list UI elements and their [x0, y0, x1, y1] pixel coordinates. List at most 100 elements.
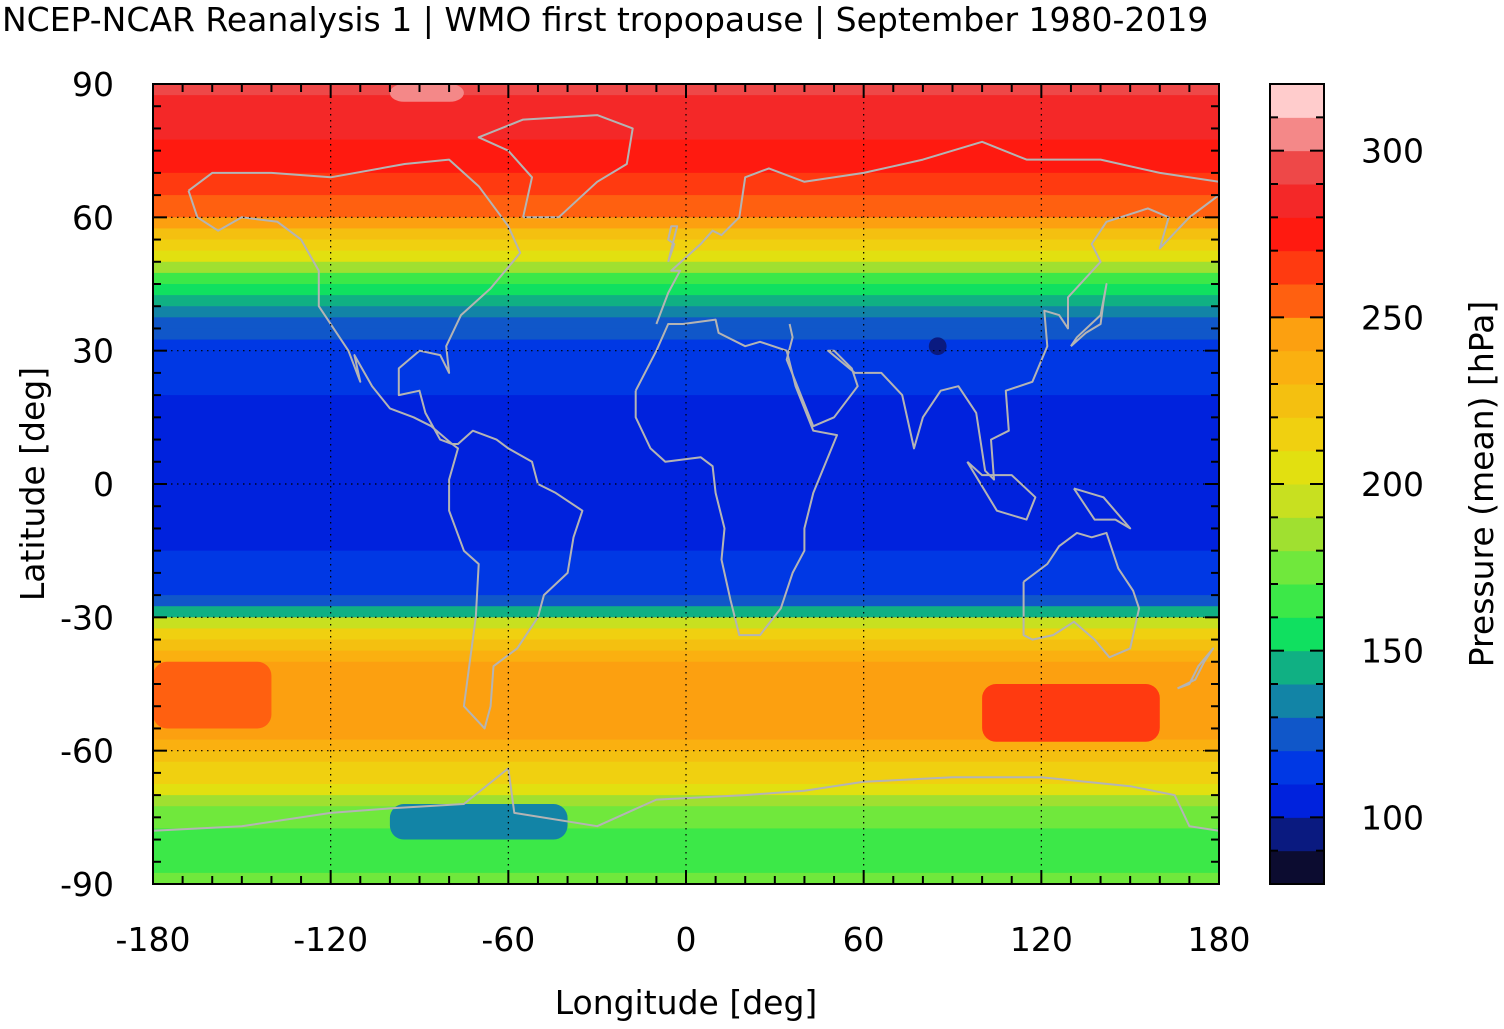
pressure-band: [153, 861, 1219, 874]
chart-title: NCEP-NCAR Reanalysis 1 | WMO first tropo…: [2, 0, 1209, 39]
colorbar-tick-labels: 300 250 200 150 100: [1361, 132, 1424, 838]
pressure-band: [153, 117, 1219, 130]
x-tick-label: 180: [1188, 920, 1251, 959]
colorbar-swatch: [1270, 750, 1324, 785]
colorbar-tick-label: 100: [1361, 798, 1424, 837]
coastline: [667, 225, 679, 263]
colorbar-swatch: [1270, 184, 1324, 218]
grid-lines: [153, 84, 1219, 884]
pressure-band: [153, 395, 1219, 407]
pressure-band: [153, 472, 1219, 485]
x-tick-label: 0: [676, 920, 697, 959]
colorbar-swatch: [1270, 317, 1324, 352]
pressure-band: [153, 417, 1219, 430]
pressure-band: [153, 161, 1219, 174]
colorbar-swatch: [1270, 850, 1324, 885]
pressure-band: [153, 484, 1219, 496]
coastline: [1177, 647, 1215, 690]
pressure-band: [153, 495, 1219, 507]
colorbar-swatch: [1270, 84, 1324, 118]
coastline: [634, 318, 838, 637]
colorbar-swatch: [1270, 684, 1324, 718]
y-tick-label: -60: [60, 732, 114, 771]
pressure-band: [153, 350, 1219, 363]
colorbar-swatch: [1270, 350, 1324, 385]
colorbar-swatch: [1270, 550, 1324, 585]
x-tick-label: 60: [843, 920, 885, 959]
pressure-band: [153, 572, 1219, 585]
pressure-band: [153, 706, 1219, 718]
y-axis-label: Latitude [deg]: [13, 367, 52, 601]
x-axis-label: Longitude [deg]: [555, 983, 818, 1022]
colorbar-swatch: [1270, 717, 1324, 752]
pressure-band: [153, 561, 1219, 574]
pressure-band: [153, 506, 1219, 518]
colorbar-swatch: [1270, 517, 1324, 552]
pressure-band: [153, 684, 1219, 696]
pressure-band: [153, 784, 1219, 796]
colorbar-swatch: [1270, 284, 1324, 318]
colorbar-swatch: [1270, 584, 1324, 618]
pressure-band: [153, 172, 1219, 185]
coastline: [1073, 487, 1132, 530]
pressure-band: [153, 717, 1219, 730]
y-tick-label: 90: [72, 65, 114, 104]
colorbar-swatch: [1270, 417, 1324, 452]
colorbar-tick-label: 300: [1361, 132, 1424, 171]
pressure-band: [153, 95, 1219, 107]
colorbar-swatch: [1270, 617, 1324, 652]
pressure-band: [153, 128, 1219, 141]
colorbar-swatch: [1270, 484, 1324, 518]
coastline: [655, 140, 1219, 325]
y-tick-label: 0: [93, 465, 114, 504]
pressure-band: [153, 650, 1219, 663]
pressure-band: [153, 239, 1219, 252]
pressure-band: [153, 272, 1219, 285]
colorbar-tick-label: 250: [1361, 298, 1424, 337]
pressure-band: [153, 328, 1219, 341]
coastline: [477, 114, 634, 219]
pressure-band: [153, 206, 1219, 218]
pressure-anomaly: [928, 337, 947, 356]
y-axis-tick-labels: 90 60 30 0 -30 -60 -90: [60, 65, 114, 904]
pressure-band: [153, 261, 1219, 274]
pressure-band: [153, 284, 1219, 296]
coastline: [187, 158, 584, 730]
coastline: [1022, 531, 1141, 659]
pressure-anomaly: [389, 84, 464, 102]
pressure-band: [153, 106, 1219, 118]
pressure-band: [153, 617, 1219, 630]
x-tick-label: -120: [293, 920, 368, 959]
colorbar-swatch: [1270, 450, 1324, 485]
pressure-band: [153, 584, 1219, 596]
pressure-band: [153, 695, 1219, 707]
pressure-band: [153, 361, 1219, 374]
pressure-band: [153, 806, 1219, 818]
colorbar-swatch: [1270, 784, 1324, 818]
pressure-band: [153, 728, 1219, 741]
pressure-band: [153, 795, 1219, 807]
pressure-band: [153, 550, 1219, 563]
axis-ticks: [152, 83, 1220, 885]
coastline: [966, 461, 1037, 521]
pressure-anomaly: [153, 661, 272, 729]
pressure-band: [153, 639, 1219, 652]
colorbar-swatch: [1270, 250, 1324, 285]
y-tick-label: 30: [72, 332, 114, 371]
pressure-band: [153, 850, 1219, 863]
y-tick-label: 60: [72, 198, 114, 237]
colorbar-swatch: [1270, 150, 1324, 185]
coastlines: [153, 114, 1219, 832]
colorbar: [1269, 83, 1325, 885]
pressure-band: [153, 461, 1219, 474]
x-tick-label: -60: [481, 920, 535, 959]
pressure-band: [153, 539, 1219, 552]
pressure-band: [153, 339, 1219, 352]
colorbar-swatch: [1270, 384, 1324, 418]
colorbar-tick-label: 200: [1361, 465, 1424, 504]
colorbar-swatch: [1270, 817, 1324, 852]
pressure-band: [153, 384, 1219, 396]
pressure-band: [153, 761, 1219, 774]
pressure-band: [153, 772, 1219, 785]
